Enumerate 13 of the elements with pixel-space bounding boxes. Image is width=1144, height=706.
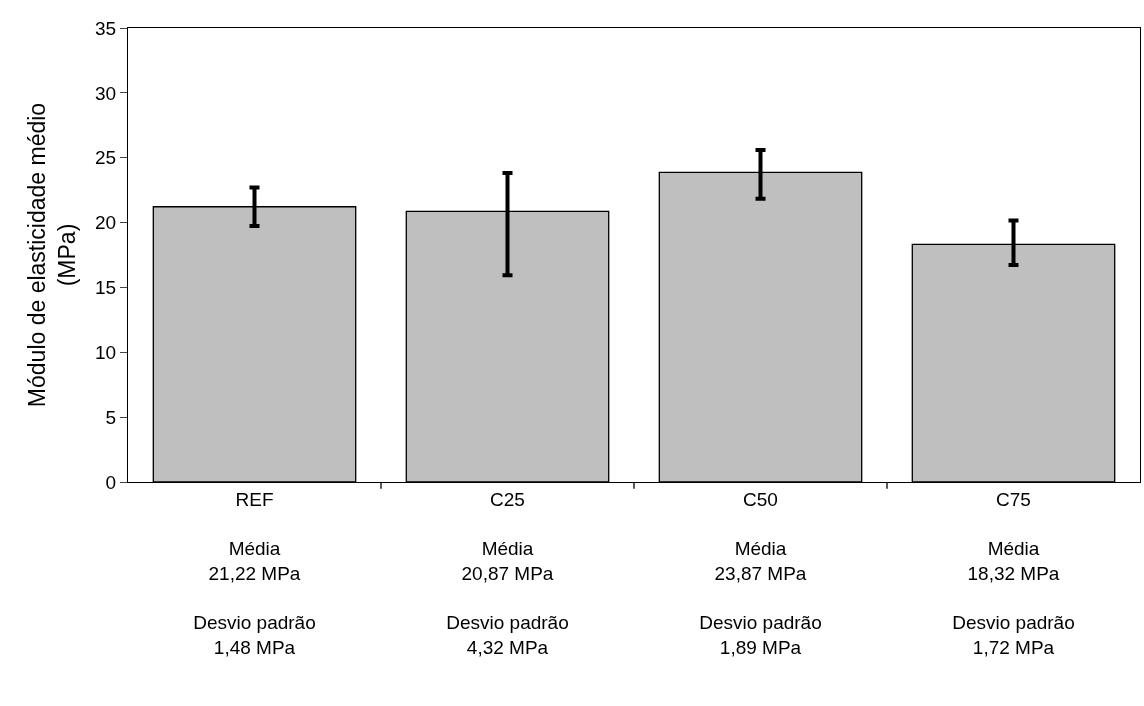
y-tick-label: 0 bbox=[105, 471, 117, 493]
y-tick-label: 10 bbox=[94, 341, 117, 363]
category-label: C25 Média 20,87 MPa Desvio padrão 4,32 MPa bbox=[446, 488, 569, 659]
category-label: C75 Média 18,32 MPa Desvio padrão 1,72 MPa bbox=[952, 488, 1075, 659]
category-label: REF Média 21,22 MPa Desvio padrão 1,48 MPa bbox=[193, 488, 316, 659]
y-axis-title: Módulo de elasticidade médio (MPa) bbox=[24, 102, 81, 408]
y-tick-label: 20 bbox=[94, 212, 117, 234]
y-tick-label: 15 bbox=[94, 277, 117, 299]
y-tick-label: 35 bbox=[94, 17, 117, 39]
y-tick-label: 5 bbox=[105, 406, 117, 428]
y-tick-label: 30 bbox=[94, 82, 117, 104]
category-label: C50 Média 23,87 MPa Desvio padrão 1,89 MPa bbox=[699, 488, 822, 659]
y-tick-label: 25 bbox=[94, 147, 117, 169]
